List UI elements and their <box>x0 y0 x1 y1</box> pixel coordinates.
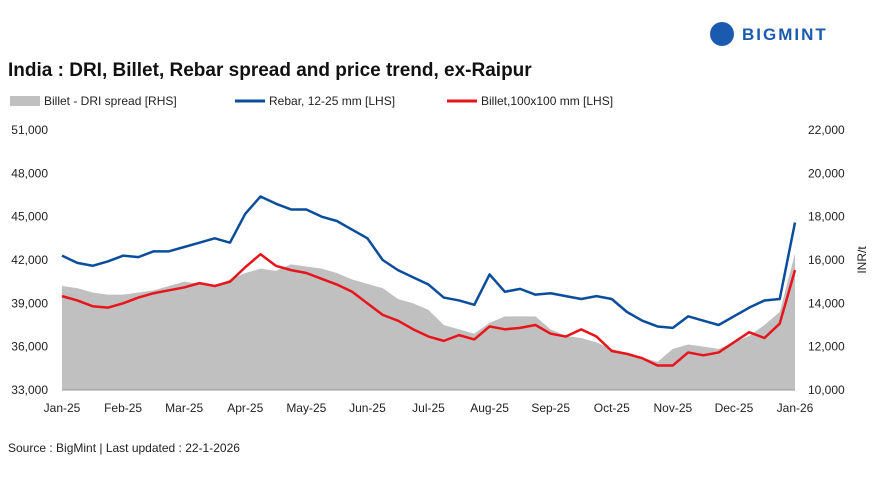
y2-tick-label: 20,000 <box>808 166 845 180</box>
y2-tick-label: 16,000 <box>808 253 845 267</box>
spread-area <box>62 253 795 390</box>
brand: BIGMINT <box>742 25 828 44</box>
x-tick-label: Apr-25 <box>227 401 263 415</box>
chart-title: India : DRI, Billet, Rebar spread and pr… <box>8 60 532 81</box>
y2-tick-label: 14,000 <box>808 296 845 310</box>
price-line <box>61 252 797 367</box>
legend-label: Billet - DRI spread [RHS] <box>44 94 177 108</box>
x-tick-label: Jan-26 <box>777 401 814 415</box>
y-tick-label: 33,000 <box>11 383 48 397</box>
x-tick-label: May-25 <box>286 401 326 415</box>
x-tick-label: Sep-25 <box>531 401 570 415</box>
y-tick-label: 51,000 <box>11 123 48 137</box>
legend-label: Billet,100x100 mm [LHS] <box>481 94 613 108</box>
y-tick-label: 39,000 <box>11 296 48 310</box>
y2-tick-label: 18,000 <box>808 210 845 224</box>
y2-tick-label: 10,000 <box>808 383 845 397</box>
legend-swatch <box>10 96 40 106</box>
x-tick-label: Nov-25 <box>653 401 692 415</box>
y-tick-label: 45,000 <box>11 210 48 224</box>
legend-label: Rebar, 12-25 mm [LHS] <box>269 94 395 108</box>
x-tick-label: Feb-25 <box>104 401 142 415</box>
y2-axis-label: INR/t <box>855 246 869 274</box>
x-tick-label: Mar-25 <box>165 401 203 415</box>
x-tick-label: Jun-25 <box>349 401 386 415</box>
logo-icon <box>710 22 734 46</box>
source: Source : BigMint | Last updated : 22-1-2… <box>8 441 240 455</box>
price-line <box>61 195 797 330</box>
y-tick-label: 42,000 <box>11 253 48 267</box>
x-tick-label: Jan-25 <box>44 401 81 415</box>
y2-tick-label: 22,000 <box>808 123 845 137</box>
y-tick-label: 36,000 <box>11 340 48 354</box>
y-tick-label: 48,000 <box>11 166 48 180</box>
x-tick-label: Dec-25 <box>715 401 754 415</box>
x-tick-label: Jul-25 <box>412 401 445 415</box>
x-tick-label: Aug-25 <box>470 401 509 415</box>
x-tick-label: Oct-25 <box>594 401 630 415</box>
y2-tick-label: 12,000 <box>808 340 845 354</box>
